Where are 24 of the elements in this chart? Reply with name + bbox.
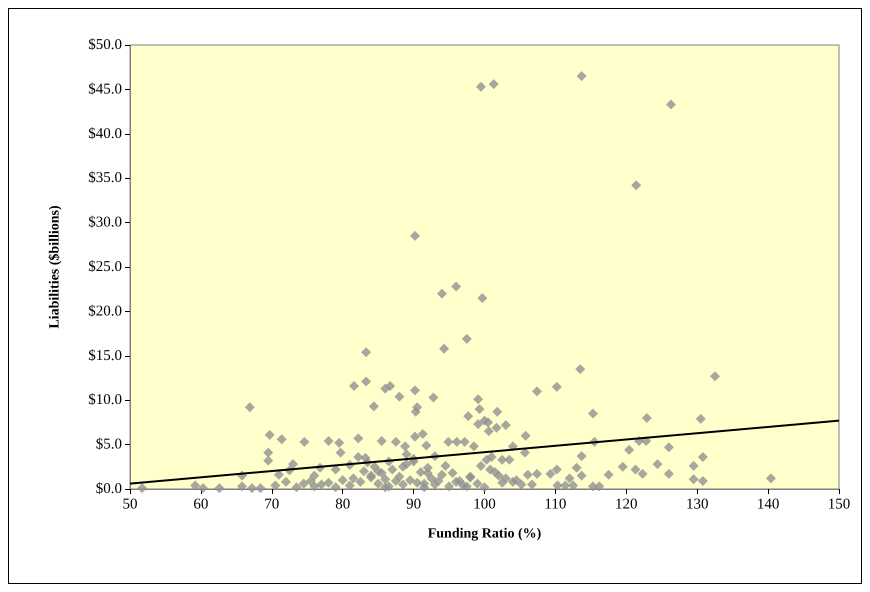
y-tick-label: $5.0 <box>96 436 122 453</box>
y-tick-label: $30.0 <box>88 214 122 231</box>
y-tick-label: $0.0 <box>96 481 122 497</box>
x-tick-label: 140 <box>756 496 780 512</box>
y-axis-title: Liabilities ($billions) <box>48 205 62 329</box>
y-tick-label: $40.0 <box>88 126 122 142</box>
y-tick-label: $45.0 <box>88 81 122 98</box>
x-tick-label: 130 <box>686 496 708 512</box>
x-tick-label: 110 <box>544 496 566 512</box>
x-tick-label: 70 <box>264 496 280 512</box>
x-tick-label: 90 <box>406 496 422 512</box>
x-tick-label: 80 <box>335 496 350 512</box>
y-tick-label: $35.0 <box>88 170 122 186</box>
x-tick-label: 120 <box>615 496 638 512</box>
x-axis-title: Funding Ratio (%) <box>428 526 542 542</box>
y-tick-label: $50.0 <box>88 37 122 53</box>
y-tick-label: $20.0 <box>88 303 122 320</box>
y-tick-label: $25.0 <box>88 259 122 275</box>
x-tick-label: 50 <box>122 496 138 512</box>
x-tick-label: 100 <box>473 496 496 512</box>
y-tick-label: $10.0 <box>88 392 122 408</box>
x-tick-label: 60 <box>193 496 208 512</box>
x-tick-label: 150 <box>828 496 850 512</box>
y-tick-label: $15.0 <box>88 348 122 364</box>
